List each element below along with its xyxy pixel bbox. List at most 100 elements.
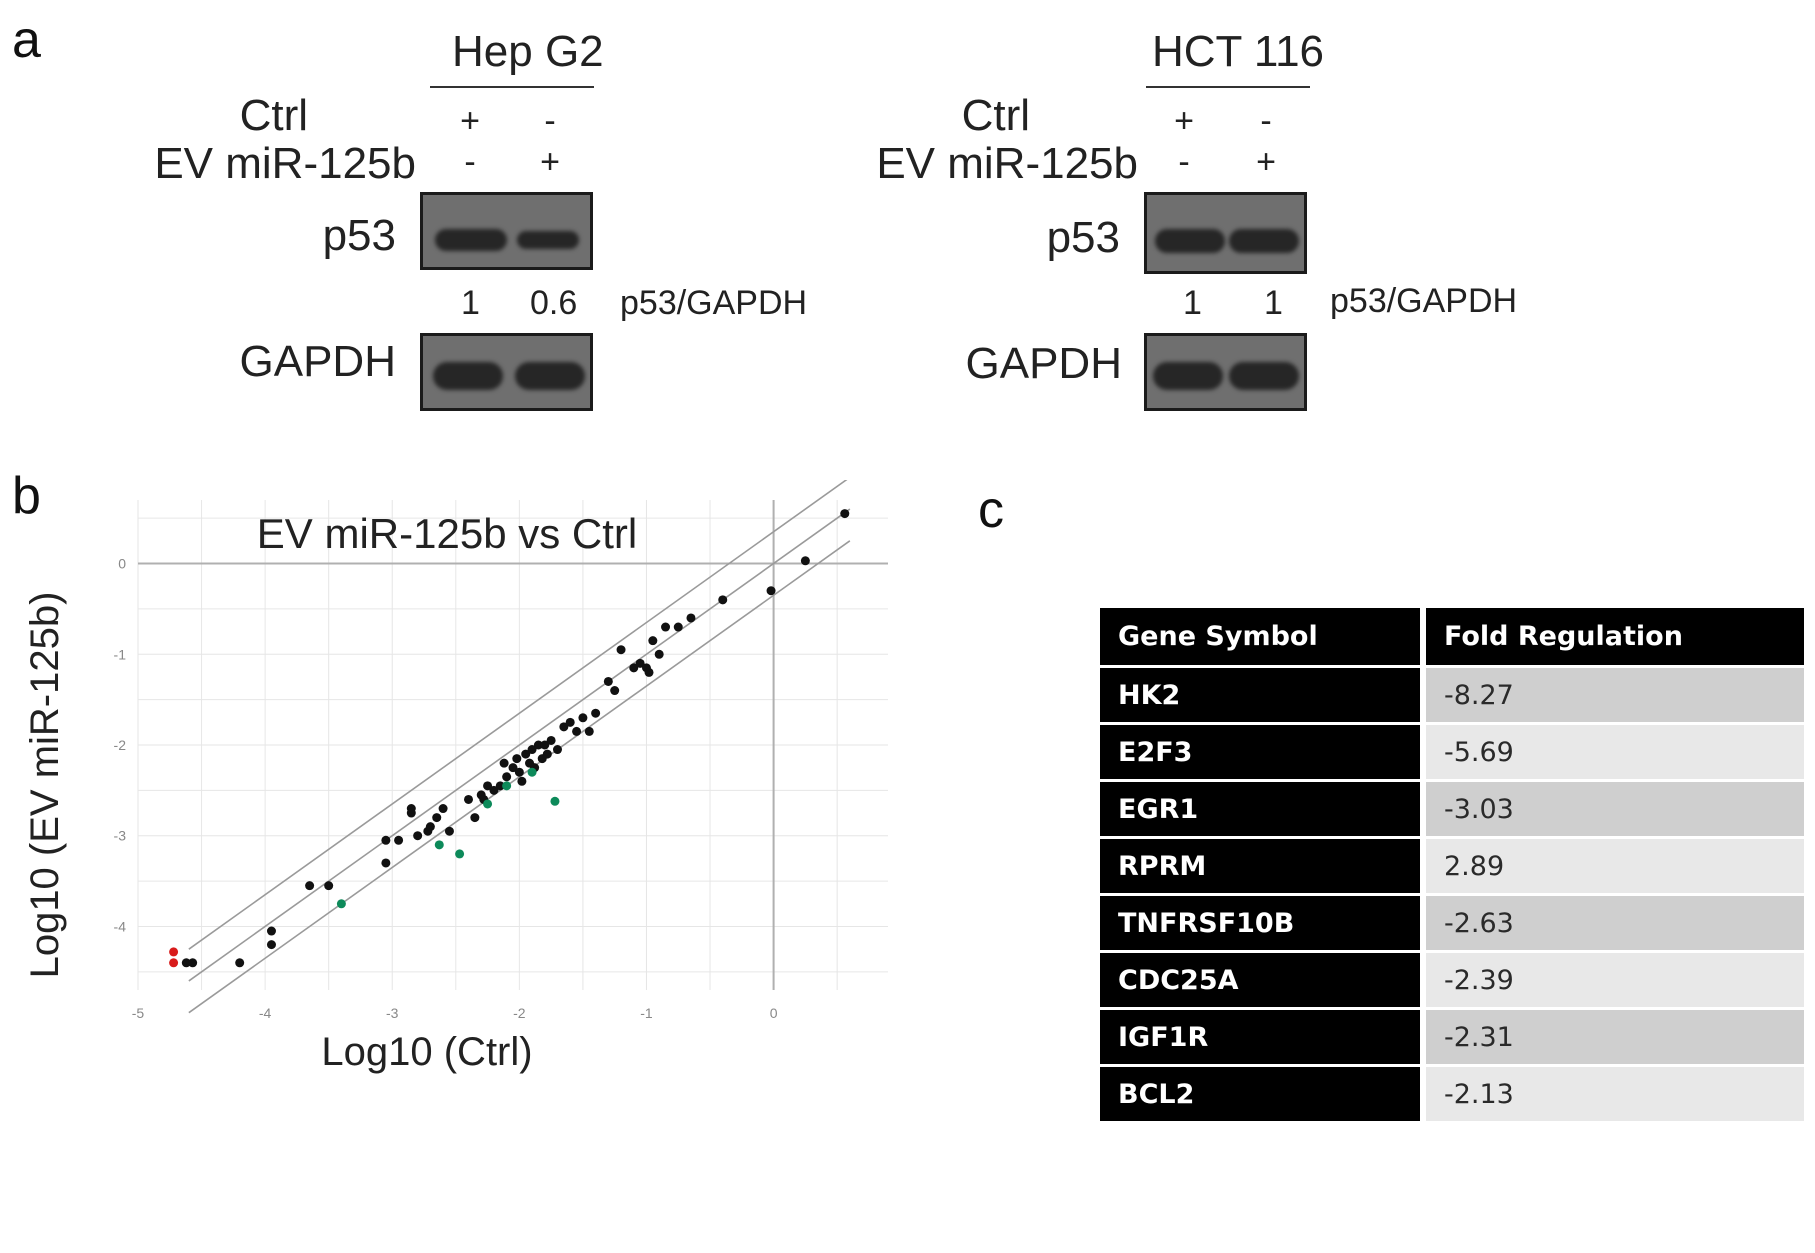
data-point-down: [483, 799, 493, 809]
data-point-unchanged: [489, 785, 499, 795]
y-tick-label: -3: [114, 828, 127, 844]
ctrl-sign-lane1: +: [460, 102, 480, 140]
data-point-down: [455, 849, 465, 859]
data-point-unchanged: [188, 958, 198, 968]
gapdh-label: GAPDH: [239, 337, 396, 386]
ev-sign-lane1: -: [1178, 143, 1190, 181]
data-point-unchanged: [470, 813, 480, 823]
data-point-unchanged: [432, 813, 442, 823]
data-point-unchanged: [840, 509, 850, 519]
panel-b-letter: b: [12, 467, 41, 525]
panel-c-letter: c: [978, 481, 1004, 539]
data-point-unchanged: [425, 822, 435, 832]
data-point-unchanged: [517, 776, 527, 786]
p53-label: p53: [1046, 213, 1120, 262]
ratio-lane2: 1: [1264, 284, 1283, 322]
ev-sign-lane1: -: [464, 143, 476, 181]
data-point-down: [527, 767, 537, 777]
data-point-unchanged: [578, 713, 588, 723]
data-point-unchanged: [512, 754, 522, 764]
table-row: CDC25A -2.39: [1100, 950, 1804, 1007]
ctrl-label: Ctrl: [239, 91, 308, 140]
p53-blot-image: [1144, 192, 1307, 274]
y-tick-label: 0: [118, 556, 126, 572]
gene-symbol: E2F3: [1100, 722, 1426, 779]
tick-labels: -5 -4 -3 -2 -1 0 0 -1 -2 -3 -4: [114, 556, 778, 1021]
p53-band-lane1: [435, 229, 507, 251]
data-point-unchanged: [235, 958, 245, 968]
data-point-down: [336, 899, 346, 909]
table-row: EGR1 -3.03: [1100, 779, 1804, 836]
x-tick-label: -1: [640, 1005, 653, 1021]
ev-sign-lane2: +: [1256, 143, 1276, 181]
data-point-unchanged: [565, 717, 575, 727]
ev-sign-lane2: +: [540, 143, 560, 181]
data-point-unchanged: [552, 745, 562, 755]
gapdh-band-lane2: [515, 362, 585, 390]
data-point-unchanged: [483, 781, 493, 791]
data-point-unchanged: [394, 835, 404, 845]
y-tick-label: -2: [114, 737, 127, 753]
data-point-unchanged: [324, 881, 334, 891]
data-point-unchanged: [406, 808, 416, 818]
fold-value: -3.03: [1426, 779, 1804, 836]
data-point-unchanged: [542, 749, 552, 759]
gapdh-band-lane1: [1153, 362, 1223, 390]
data-point-unchanged: [533, 740, 543, 750]
ctrl-label: Ctrl: [961, 91, 1030, 140]
y-tick-label: -4: [114, 918, 127, 934]
ratio-lane2: 0.6: [530, 284, 578, 322]
data-point-unchanged: [181, 958, 191, 968]
fold-value: -8.27: [1426, 665, 1804, 722]
data-point-unchanged: [499, 758, 509, 768]
data-point-unchanged: [508, 763, 518, 773]
p53-band-lane2: [517, 231, 579, 249]
x-axis-label: Log10 (Ctrl): [321, 1030, 532, 1074]
data-point-unchanged: [572, 726, 582, 736]
data-point-unchanged: [514, 767, 524, 777]
data-point-down: [502, 781, 512, 791]
x-tick-label: -3: [386, 1005, 399, 1021]
table-row: BCL2 -2.13: [1100, 1064, 1804, 1121]
ev-label: EV miR-125b: [154, 139, 416, 188]
cell-line-rule: [1146, 86, 1310, 88]
data-point-unchanged: [686, 613, 696, 623]
gene-symbol: EGR1: [1100, 779, 1426, 836]
table-row: IGF1R -2.31: [1100, 1007, 1804, 1064]
data-point-unchanged: [718, 595, 728, 605]
gapdh-band-lane1: [433, 362, 503, 390]
data-points: [169, 509, 850, 968]
data-point-unchanged: [546, 735, 556, 745]
ctrl-sign-lane2: -: [544, 102, 556, 140]
x-tick-label: -5: [132, 1005, 145, 1021]
data-point-unchanged: [540, 740, 550, 750]
scatter-plot: -5 -4 -3 -2 -1 0 0 -1 -2 -3 -4 EV miR-125b vs Ctrl…: [23, 480, 888, 1074]
data-point-unchanged: [616, 645, 626, 655]
reference-line: [188, 540, 851, 1014]
fold-value: -5.69: [1426, 722, 1804, 779]
p53-band-lane2: [1229, 229, 1299, 253]
y-axis-label: Log10 (EV miR-125b): [23, 592, 67, 979]
data-point-unchanged: [266, 940, 276, 950]
data-point-down: [434, 840, 444, 850]
gapdh-label: GAPDH: [965, 339, 1122, 388]
data-point-unchanged: [800, 556, 810, 566]
data-point-unchanged: [438, 804, 448, 814]
ctrl-sign-lane2: -: [1260, 102, 1272, 140]
fold-value: -2.13: [1426, 1064, 1804, 1121]
data-point-up: [169, 958, 179, 968]
data-point-unchanged: [610, 686, 620, 696]
gapdh-blot-image: [1144, 333, 1307, 411]
x-tick-label: -2: [513, 1005, 526, 1021]
data-point-unchanged: [603, 676, 613, 686]
gene-symbol: BCL2: [1100, 1064, 1426, 1121]
gene-symbol: RPRM: [1100, 836, 1426, 893]
data-point-unchanged: [527, 745, 537, 755]
data-point-unchanged: [584, 726, 594, 736]
p53-band-lane1: [1155, 229, 1225, 253]
fold-value: -2.39: [1426, 950, 1804, 1007]
data-point-unchanged: [381, 835, 391, 845]
gene-symbol: IGF1R: [1100, 1007, 1426, 1064]
data-point-unchanged: [635, 658, 645, 668]
table-row: HK2 -8.27: [1100, 665, 1804, 722]
